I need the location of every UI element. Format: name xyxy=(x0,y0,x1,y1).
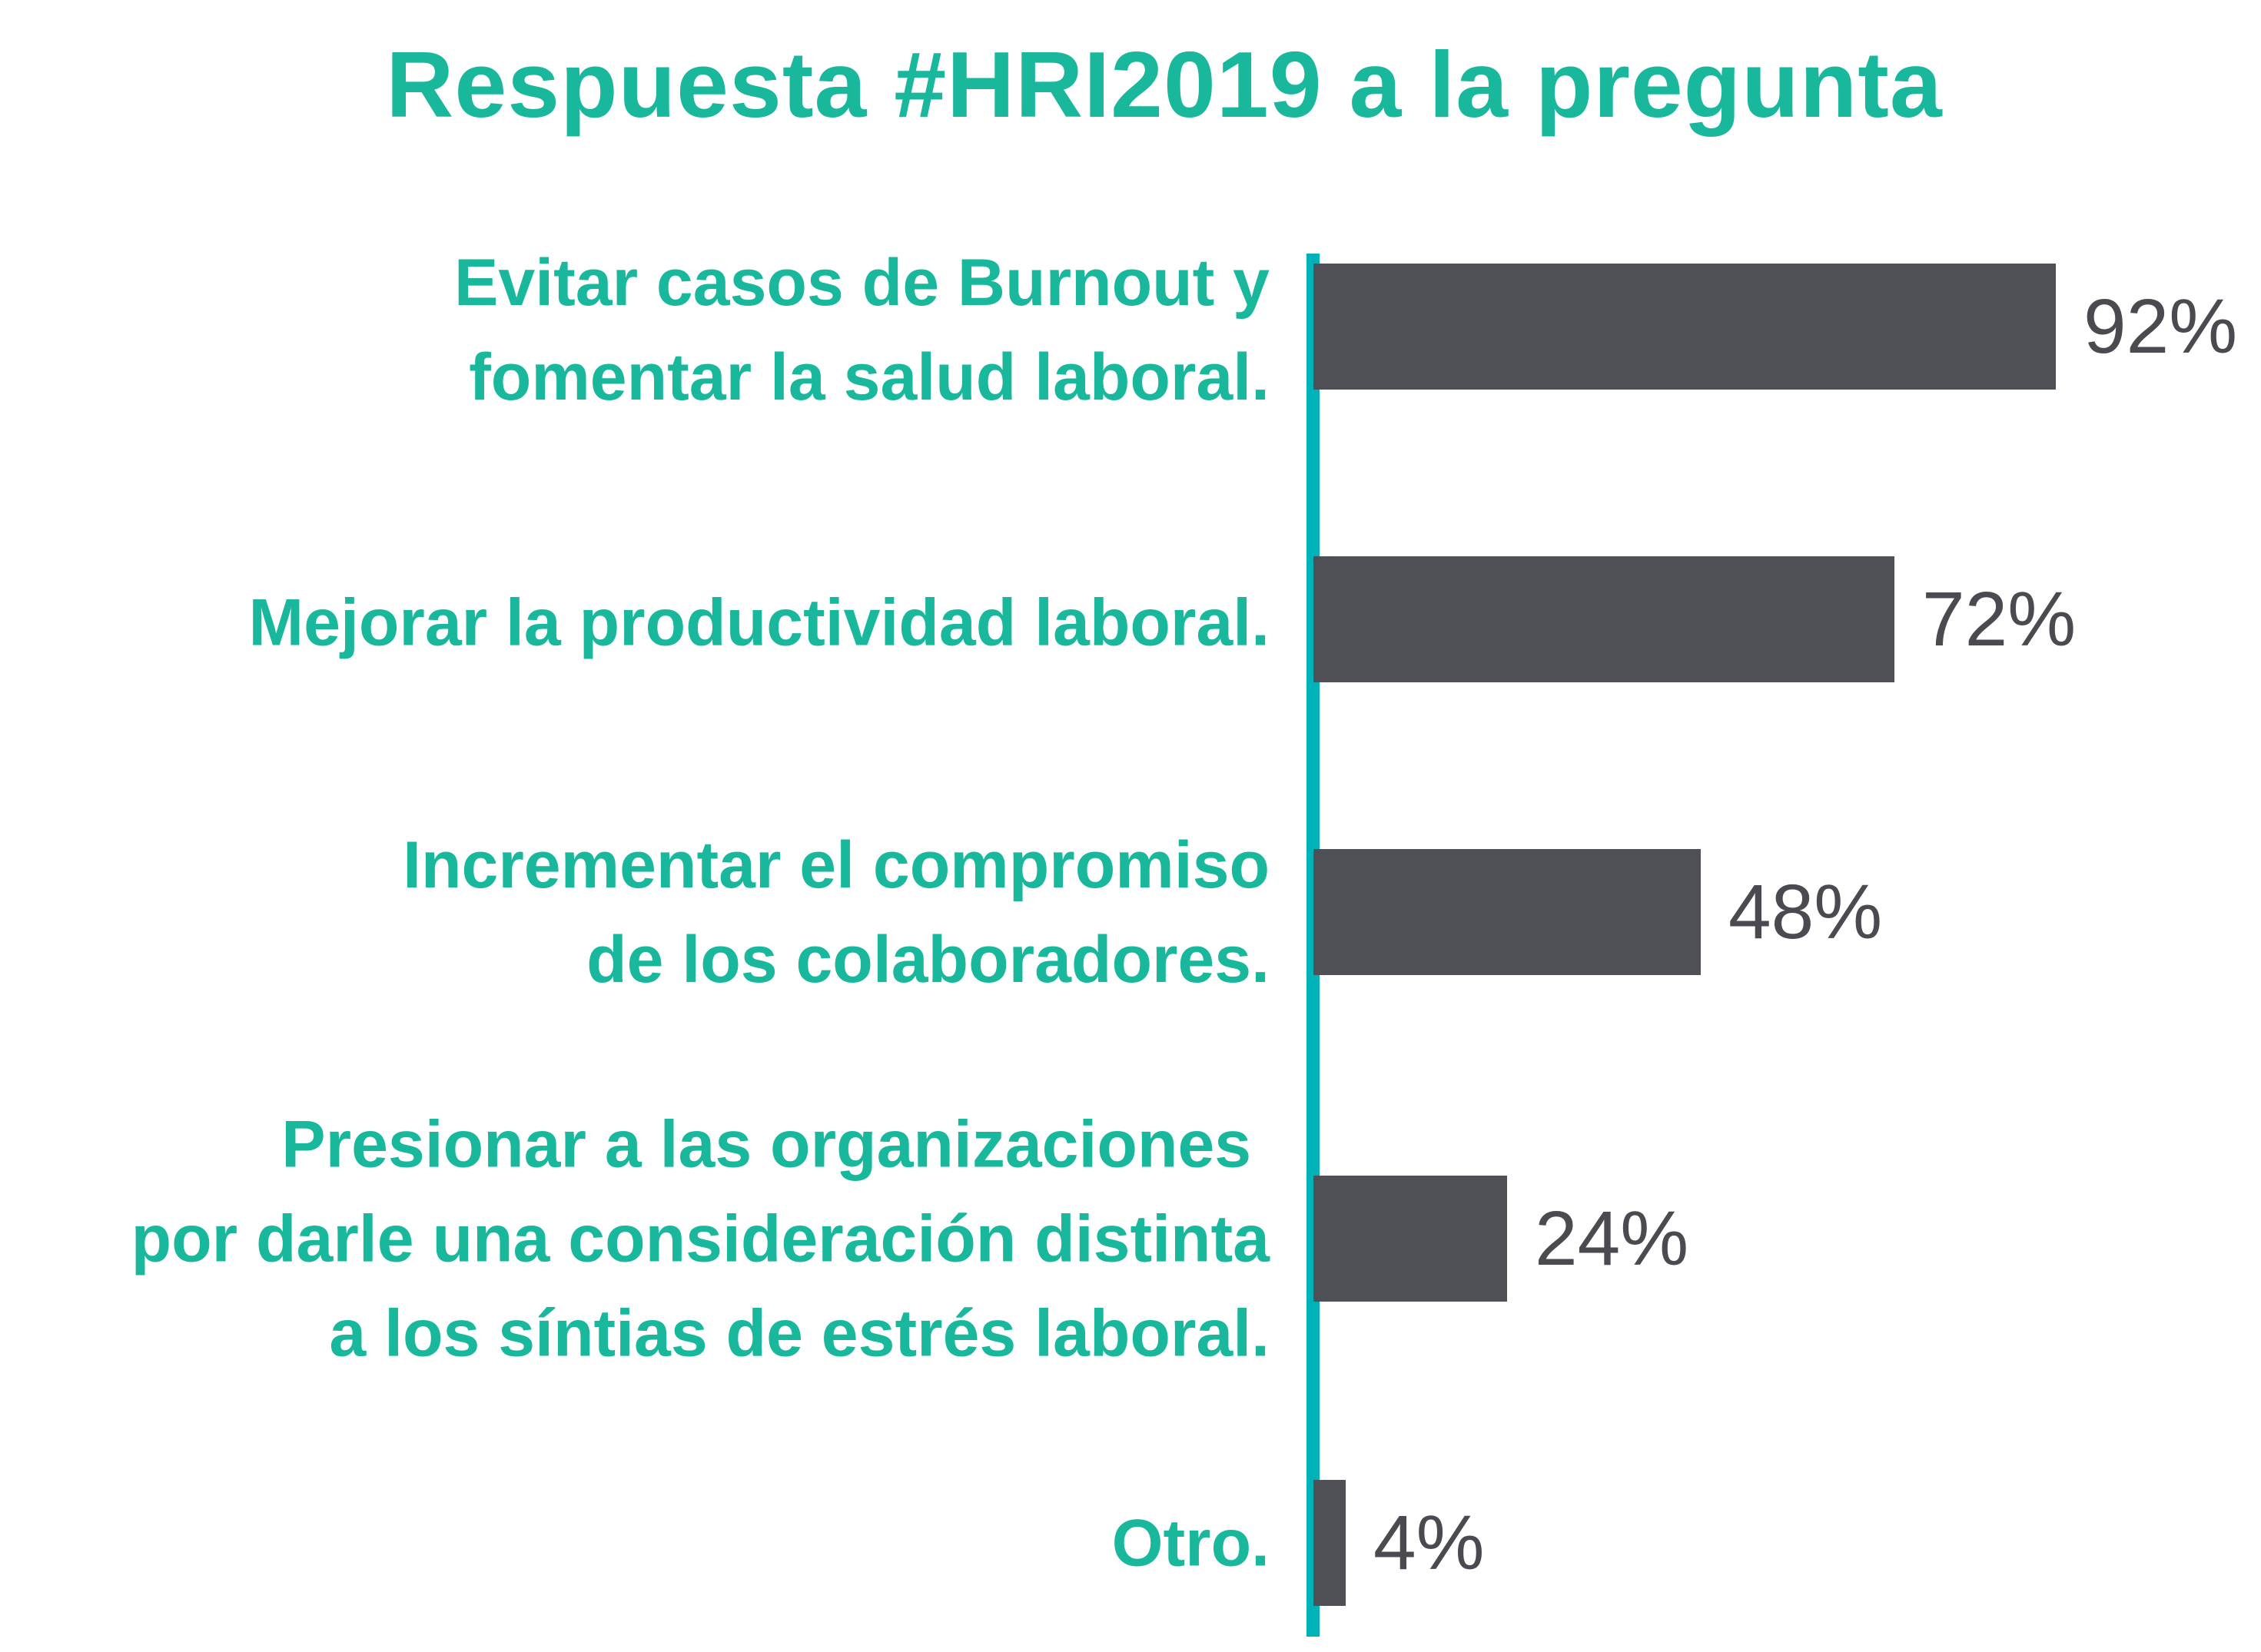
value-label-3: 24% xyxy=(1535,1196,1689,1282)
bar-1 xyxy=(1313,556,1894,682)
category-label-1: Mejorar la productividad laboral. xyxy=(248,585,1270,660)
category-label-4: Otro. xyxy=(1111,1506,1270,1581)
category-label-3: Presionar a las organizaciones por darle… xyxy=(131,1107,1270,1371)
bar-3 xyxy=(1313,1176,1507,1302)
value-label-2: 48% xyxy=(1728,869,1883,955)
bar-0 xyxy=(1313,264,2056,390)
value-label-4: 4% xyxy=(1373,1500,1485,1586)
value-label-0: 92% xyxy=(2083,284,2238,370)
chart-title: Respuesta #HRI2019 a la pregunta xyxy=(386,32,1943,137)
category-label-2: Incrementar el compromiso de los colabor… xyxy=(403,828,1270,997)
bar-4 xyxy=(1313,1480,1346,1606)
category-label-0: Evitar casos de Burnout y fomentar la sa… xyxy=(454,246,1270,414)
value-label-1: 72% xyxy=(1922,576,2077,662)
bar-2 xyxy=(1313,849,1701,975)
